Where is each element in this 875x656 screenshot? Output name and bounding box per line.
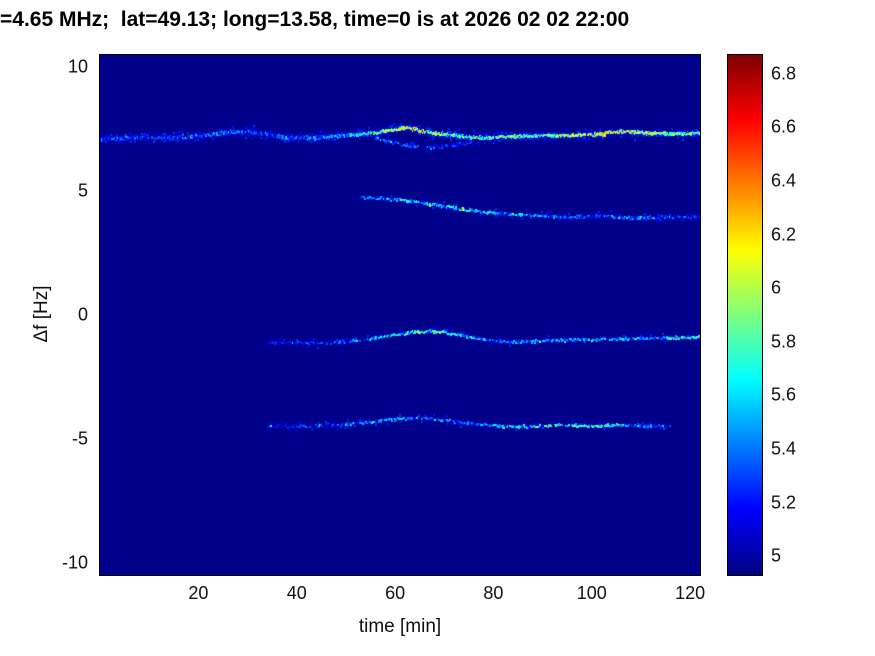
y-axis-label: Δf [Hz] bbox=[31, 285, 52, 343]
colorbar-tick-label: 5.8 bbox=[771, 331, 797, 352]
colorbar-tick-label: 6.6 bbox=[771, 116, 797, 137]
x-tick-label: 20 bbox=[188, 583, 209, 603]
colorbar-tick-label: 6.2 bbox=[771, 224, 797, 245]
x-tick-label: 40 bbox=[286, 583, 307, 603]
x-tick-label: 100 bbox=[576, 583, 607, 603]
colorbar-tick-label: 6.8 bbox=[771, 63, 797, 84]
x-tick-label: 80 bbox=[483, 583, 504, 603]
spectrogram-canvas bbox=[100, 55, 700, 575]
chart-title: =4.65 MHz; lat=49.13; long=13.58, time=0… bbox=[0, 8, 630, 31]
y-tick-label: 10 bbox=[67, 56, 88, 77]
y-tick-label: 0 bbox=[77, 304, 88, 325]
y-tick-label: -5 bbox=[71, 428, 88, 449]
colorbar-tick-label: 5.4 bbox=[771, 438, 797, 459]
colorbar-tick-label: 6.4 bbox=[771, 170, 797, 191]
colorbar-tick-label: 5.6 bbox=[771, 384, 797, 405]
y-tick-label: 5 bbox=[77, 180, 88, 201]
colorbar-tick-label: 5 bbox=[771, 545, 782, 566]
x-axis-label: time [min] bbox=[358, 616, 442, 637]
plot-area bbox=[99, 54, 701, 576]
y-tick-label: -10 bbox=[61, 552, 88, 573]
colorbar-tick-label: 5.2 bbox=[771, 492, 797, 513]
colorbar-tick-label: 6 bbox=[771, 277, 782, 298]
colorbar bbox=[727, 54, 763, 576]
x-tick-label: 120 bbox=[675, 583, 706, 603]
x-tick-label: 60 bbox=[385, 583, 406, 603]
colorbar-gradient bbox=[728, 55, 762, 575]
